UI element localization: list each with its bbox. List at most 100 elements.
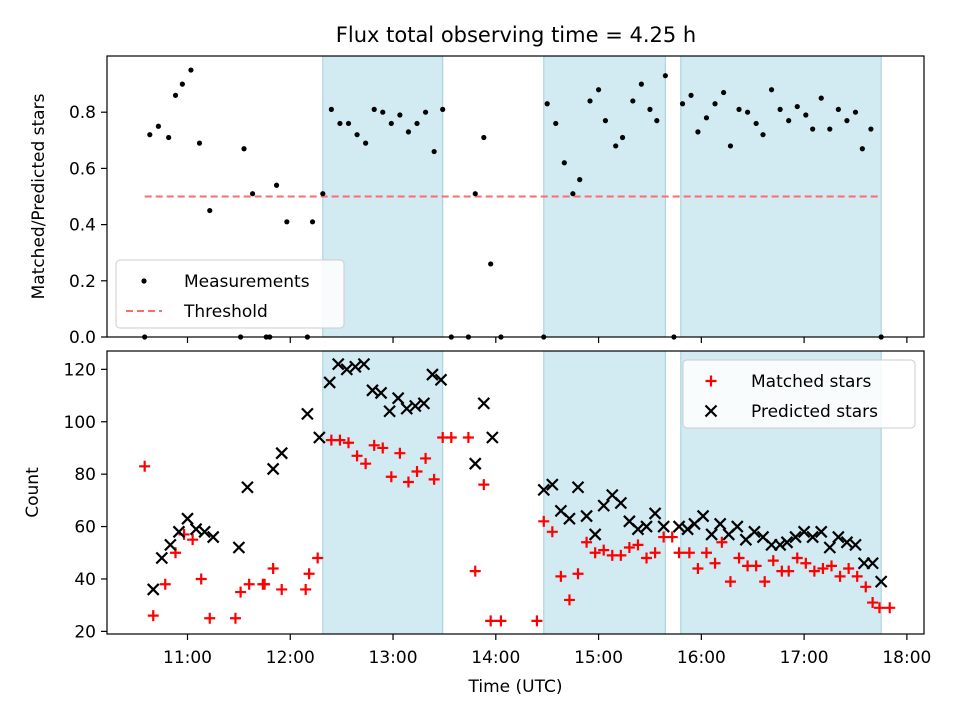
predicted-star-point bbox=[374, 386, 388, 400]
matched-star-point bbox=[843, 562, 855, 574]
matched-star-point bbox=[589, 547, 601, 559]
x-tick-label: 15:00 bbox=[574, 648, 623, 668]
ratio-axes-frame bbox=[106, 55, 925, 338]
measurement-point bbox=[768, 87, 775, 93]
predicted-star-point bbox=[172, 525, 186, 539]
matched-star-point bbox=[623, 542, 635, 554]
matched-star-point bbox=[750, 560, 762, 572]
count-axes-frame bbox=[106, 350, 925, 635]
x-tick-label: 16:00 bbox=[677, 648, 726, 668]
matched-star-point bbox=[834, 570, 846, 582]
predicted-star-point bbox=[331, 357, 345, 371]
matched-star-point bbox=[411, 466, 423, 478]
measurement-point bbox=[613, 143, 619, 149]
predicted-star-point bbox=[349, 360, 362, 373]
matched-star-point bbox=[469, 565, 481, 577]
matched-star-point bbox=[385, 471, 397, 483]
matched-star-point bbox=[243, 578, 255, 590]
matched-star-point bbox=[495, 615, 507, 627]
predicted-star-point bbox=[588, 528, 602, 541]
ratio-panel: 0.00.20.40.60.8 Matched/Predicted stars … bbox=[29, 55, 925, 348]
matched-star-point bbox=[733, 552, 745, 564]
count-axis-ticks: 20 40 60 80 100 120 11:00 12:00 13:00 14:00 15:00 1… bbox=[64, 360, 932, 668]
predicted-star-point bbox=[181, 512, 194, 525]
count-y-axis-label: Count bbox=[23, 467, 43, 518]
measurement-point bbox=[481, 134, 487, 141]
matched-star-point bbox=[873, 602, 885, 614]
measurement-point bbox=[688, 92, 694, 98]
measurement-point bbox=[488, 261, 494, 267]
measurement-point bbox=[679, 101, 686, 107]
predicted-star-point bbox=[789, 530, 802, 544]
ratio-y-axis-label: Matched/Predicted stars bbox=[29, 93, 49, 299]
matched-star-point bbox=[692, 562, 704, 574]
matched-star-point bbox=[581, 536, 593, 548]
y-tick-label: 0.6 bbox=[69, 159, 96, 179]
predicted-star-point bbox=[426, 368, 439, 381]
measurement-point bbox=[273, 182, 280, 188]
measurement-point bbox=[721, 89, 727, 96]
legend-label: Matched stars bbox=[751, 372, 871, 392]
predicted-star-point bbox=[313, 431, 326, 444]
measurement-point bbox=[328, 106, 334, 112]
matched-star-point bbox=[767, 555, 779, 567]
measurement-point bbox=[414, 120, 420, 127]
matched-star-point bbox=[267, 562, 279, 574]
measurement-point bbox=[777, 106, 783, 112]
x-tick-label: 11:00 bbox=[163, 648, 212, 668]
measurement-point bbox=[371, 106, 377, 112]
measurement-point bbox=[155, 123, 161, 129]
x-tick-label: 18:00 bbox=[882, 648, 931, 668]
matched-star-point bbox=[800, 557, 812, 569]
matched-star-point bbox=[716, 536, 728, 548]
legend-box bbox=[682, 359, 916, 429]
measurement-point bbox=[207, 207, 213, 214]
matched-star-point bbox=[259, 578, 271, 590]
legend-label: Predicted stars bbox=[751, 402, 878, 422]
predicted-star-point bbox=[266, 462, 280, 476]
x-tick-label: 12:00 bbox=[266, 648, 315, 668]
measurement-point bbox=[794, 103, 800, 110]
matched-star-point bbox=[666, 531, 678, 543]
observing-band bbox=[322, 350, 444, 635]
predicted-star-point bbox=[468, 457, 482, 470]
ratio-axis-ticks: 0.0 0.2 0.4 0.6 0.8 bbox=[69, 103, 908, 348]
measurement-point bbox=[284, 219, 290, 225]
matched-star-point bbox=[276, 583, 288, 595]
measurement-point bbox=[431, 148, 437, 155]
legend-label: Threshold bbox=[183, 302, 268, 322]
y-tick-label: 0.8 bbox=[69, 103, 96, 123]
matched-star-point bbox=[360, 458, 372, 470]
matched-star-point bbox=[700, 547, 712, 559]
matched-star-point bbox=[394, 447, 406, 459]
matched-star-point bbox=[204, 612, 216, 624]
matched-star-point bbox=[649, 547, 661, 559]
matched-star-point bbox=[187, 534, 199, 546]
predicted-star-point bbox=[537, 483, 551, 497]
observing-band bbox=[543, 55, 666, 338]
predicted-star-point bbox=[340, 363, 354, 376]
predicted-star-point bbox=[580, 509, 593, 523]
predicted-star-point bbox=[383, 404, 396, 418]
count-legend: Matched stars Predicted stars bbox=[682, 359, 916, 429]
predicted-star-point bbox=[400, 402, 414, 415]
matched-star-point bbox=[572, 568, 584, 580]
count-panel: 20 40 60 80 100 120 11:00 12:00 13:00 14:00 15:00 1… bbox=[23, 350, 932, 697]
predicted-star-point bbox=[840, 536, 854, 549]
ratio-legend: Measurements Threshold bbox=[115, 259, 345, 329]
predicted-star-point bbox=[797, 525, 811, 539]
predicted-star-point bbox=[571, 480, 585, 494]
predicted-star-point bbox=[275, 446, 288, 460]
matched-star-point bbox=[808, 565, 820, 577]
matched-star-point bbox=[817, 562, 829, 574]
ratio-marks bbox=[142, 67, 884, 340]
measurement-point bbox=[736, 106, 742, 112]
measurement-point bbox=[753, 120, 759, 127]
measurement-point bbox=[695, 129, 701, 135]
predicted-star-point bbox=[631, 522, 645, 536]
matched-star-point bbox=[867, 597, 879, 609]
measurement-point bbox=[595, 87, 602, 93]
predicted-star-point bbox=[814, 525, 828, 539]
measurement-point bbox=[852, 109, 859, 115]
